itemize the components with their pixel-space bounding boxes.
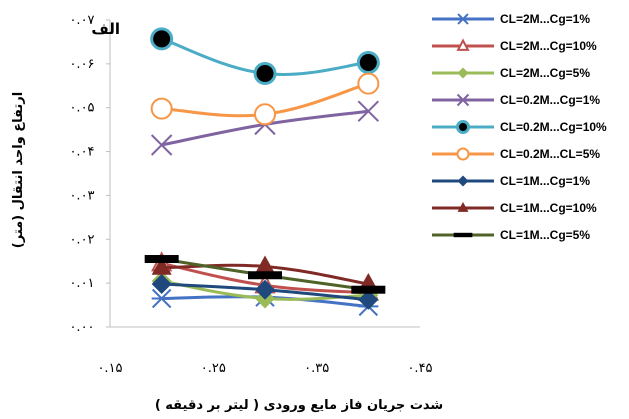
data-point (151, 274, 172, 295)
y-tick-label: ۰.۰۶ (69, 57, 94, 72)
data-point (358, 289, 379, 310)
legend-item: CL=0.2M...CL=5% (432, 147, 600, 161)
legend-item: CL=2M...Cg=1% (432, 12, 590, 26)
legend-item: CL=0.2M...Cg=1% (432, 93, 600, 107)
legend-item: CL=1M...Cg=10% (432, 201, 597, 215)
legend-marker (456, 147, 470, 161)
legend-marker (453, 232, 473, 238)
x-tick-label: ۰.۴۵ (407, 361, 432, 376)
legend-label: CL=1M...Cg=1% (500, 174, 590, 188)
legend-marker (457, 175, 469, 187)
y-tick-label: ۰.۰۴ (69, 145, 94, 160)
x-tick-label: ۰.۱۵ (97, 361, 122, 376)
series-9 (144, 255, 386, 294)
y-tick-label: ۰.۰۵ (69, 101, 94, 116)
x-axis-title: شدت جریان فاز مایع ورودی ( لیتر بر دقیقه… (155, 398, 443, 413)
legend-item: CL=2M...Cg=10% (432, 38, 597, 53)
y-tick-label: ۰.۰۳ (69, 188, 94, 203)
legend-item: CL=2M...Cg=5% (432, 66, 590, 80)
legend-item: CL=0.2M...Cg=10% (432, 120, 607, 134)
legend-marker (456, 120, 470, 134)
data-point (150, 134, 173, 156)
y-tick-label: ۰.۰۷ (69, 13, 94, 28)
axes: ۰.۰۰ ۰.۰۱ ۰.۰۲ ۰.۰۳ ۰.۰۴ ۰.۰۵ ۰.۰۶ ۰.۰۷ ۰.۱۵ ۰.۲۵… (69, 13, 432, 376)
legend-label: CL=0.2M...CL=5% (500, 147, 600, 161)
x-tick-label: ۰.۳۵ (304, 361, 329, 376)
data-point (253, 62, 277, 86)
legend-label: CL=2M...Cg=10% (500, 39, 597, 53)
data-point (151, 256, 172, 275)
data-point (150, 27, 174, 51)
data-point (151, 288, 172, 309)
legend-label: CL=0.2M...Cg=1% (500, 93, 600, 107)
data-point (357, 72, 380, 95)
data-point (351, 285, 386, 294)
legend-marker (456, 93, 470, 107)
data-point (144, 255, 179, 264)
y-axis-title: ارتفاع واحد انتقال (متر) (11, 92, 26, 248)
legend-marker (457, 201, 469, 212)
series-6 (150, 72, 380, 126)
legend-marker (457, 67, 469, 79)
y-tick-label: ۰.۰۲ (69, 232, 94, 247)
data-point (248, 271, 282, 280)
data-point (255, 279, 275, 300)
series-layer (144, 27, 386, 317)
series-5 (150, 27, 380, 86)
x-tick-label: ۰.۲۵ (201, 361, 226, 376)
data-point (254, 103, 276, 126)
data-point (356, 51, 380, 75)
legend-label: CL=1M...Cg=10% (500, 201, 597, 215)
y-tick-label: ۰.۰۰ (69, 320, 94, 335)
data-point (150, 97, 173, 120)
series-7 (151, 274, 379, 310)
legend-item: CL=1M...Cg=1% (432, 174, 590, 188)
legend-label: CL=2M...Cg=1% (500, 12, 590, 26)
legend-marker (456, 38, 470, 51)
data-point (255, 255, 275, 274)
panel-label: الف (91, 20, 120, 38)
legend-label: CL=2M...Cg=5% (500, 66, 590, 80)
legend-label: CL=1M...Cg=5% (500, 228, 590, 242)
legend-item: CL=1M...Cg=5% (432, 228, 590, 242)
legend: CL=2M...Cg=1% CL=2M...Cg=10% CL=2M...Cg=5%… (432, 12, 607, 242)
data-point (357, 100, 380, 122)
legend-marker (457, 13, 469, 25)
y-tick-label: ۰.۰۱ (69, 276, 94, 291)
legend-label: CL=0.2M...Cg=10% (500, 120, 607, 134)
